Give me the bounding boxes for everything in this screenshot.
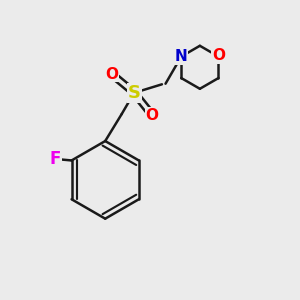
Text: S: S: [128, 84, 141, 102]
Text: O: O: [212, 48, 225, 63]
Text: F: F: [50, 150, 61, 168]
Text: O: O: [105, 67, 118, 82]
Text: O: O: [146, 108, 159, 123]
Text: N: N: [175, 49, 188, 64]
